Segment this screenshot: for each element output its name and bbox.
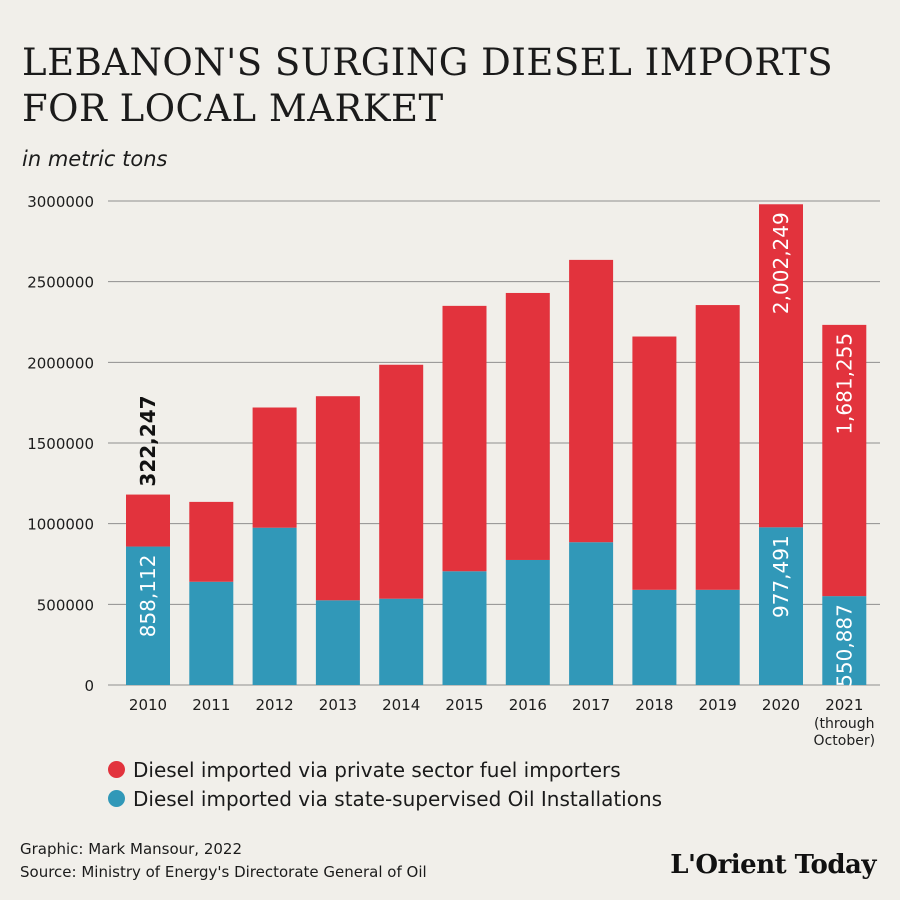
stacked-bar-chart: 0 500000 1000000 1500000 2000000 2500000 30000…: [27, 193, 880, 749]
x-tick-label: 2010: [129, 696, 167, 714]
x-tick-label: 2021: [825, 696, 863, 714]
bar-segment-state: [126, 546, 170, 685]
y-tick-label: 0: [84, 677, 94, 695]
bar-segment-state: [632, 589, 677, 685]
y-tick-label: 3000000: [27, 193, 94, 211]
chart-title-line-1: LEBANON'S SURGING DIESEL IMPORTS: [22, 41, 834, 84]
x-tick-label: 2011: [192, 696, 230, 714]
legend-swatch-state: [108, 790, 125, 807]
x-tick-sublabel: (through: [814, 716, 874, 732]
x-tick-sublabel: October): [814, 733, 876, 749]
x-tick-label: 2017: [572, 696, 610, 714]
data-label: 322,247: [136, 395, 160, 486]
y-tick-label: 1000000: [27, 516, 94, 534]
legend-swatch-private: [108, 761, 125, 778]
bar-segment-private: [505, 292, 550, 560]
y-tick-label: 2500000: [27, 274, 94, 292]
data-label: 1,681,255: [832, 333, 856, 435]
publisher-logo: L'Orient Today: [670, 850, 876, 880]
x-tick-label: 2019: [699, 696, 737, 714]
x-tick-label: 2015: [445, 696, 483, 714]
graphic-credit: Graphic: Mark Mansour, 2022: [20, 840, 243, 858]
legend-label-state: Diesel imported via state-supervised Oil…: [133, 786, 663, 811]
chart-title-line-2: FOR LOCAL MARKET: [22, 87, 444, 130]
chart-title: LEBANON'S SURGING DIESEL IMPORTS FOR LOC…: [22, 40, 882, 132]
bar-segment-private: [569, 259, 614, 543]
x-tick-label: 2020: [762, 696, 800, 714]
y-tick-label: 1500000: [27, 435, 94, 453]
x-tick-label: 2018: [635, 696, 673, 714]
y-tick-label: 2000000: [27, 354, 94, 372]
legend-item-private: Diesel imported via private sector fuel …: [108, 755, 662, 784]
chart-legend: Diesel imported via private sector fuel …: [108, 755, 662, 813]
credits: Graphic: Mark Mansour, 2022 Source: Mini…: [20, 838, 427, 884]
bar-segment-private: [252, 407, 297, 528]
chart-subtitle: in metric tons: [22, 147, 168, 171]
data-label: 550,887: [832, 604, 856, 687]
bar-segment-state: [189, 581, 234, 685]
data-label: 2,002,249: [769, 212, 793, 314]
bar-segment-private: [632, 336, 677, 590]
legend-label-private: Diesel imported via private sector fuel …: [133, 757, 621, 782]
bar-segment-state: [252, 527, 297, 685]
bar-segment-private: [315, 396, 360, 601]
bar-segment-private: [379, 364, 424, 599]
x-tick-label: 2014: [382, 696, 420, 714]
bar-segment-private: [442, 305, 487, 572]
bar-segment-state: [442, 571, 487, 685]
bar-segment-private: [695, 305, 740, 590]
bar-segment-private: [759, 204, 803, 528]
x-tick-label: 2013: [319, 696, 357, 714]
bar-segment-state: [759, 527, 803, 685]
bar-segment-state: [379, 598, 424, 685]
bar-segment-state: [505, 559, 550, 685]
bar-segment-private: [126, 494, 170, 547]
bar-segment-state: [822, 596, 867, 685]
data-label: 977,491: [769, 535, 793, 618]
bar-segment-state: [315, 600, 360, 685]
bar-segment-private: [822, 324, 867, 597]
bar-segment-state: [695, 589, 740, 685]
legend-item-state: Diesel imported via state-supervised Oil…: [108, 784, 662, 813]
x-tick-label: 2012: [256, 696, 294, 714]
y-tick-label: 500000: [37, 596, 94, 614]
x-tick-label: 2016: [509, 696, 547, 714]
data-label: 858,112: [136, 555, 160, 638]
bar-segment-state: [569, 542, 614, 685]
bar-segment-private: [189, 501, 234, 582]
source-note: Source: Ministry of Energy's Directorate…: [20, 863, 427, 881]
